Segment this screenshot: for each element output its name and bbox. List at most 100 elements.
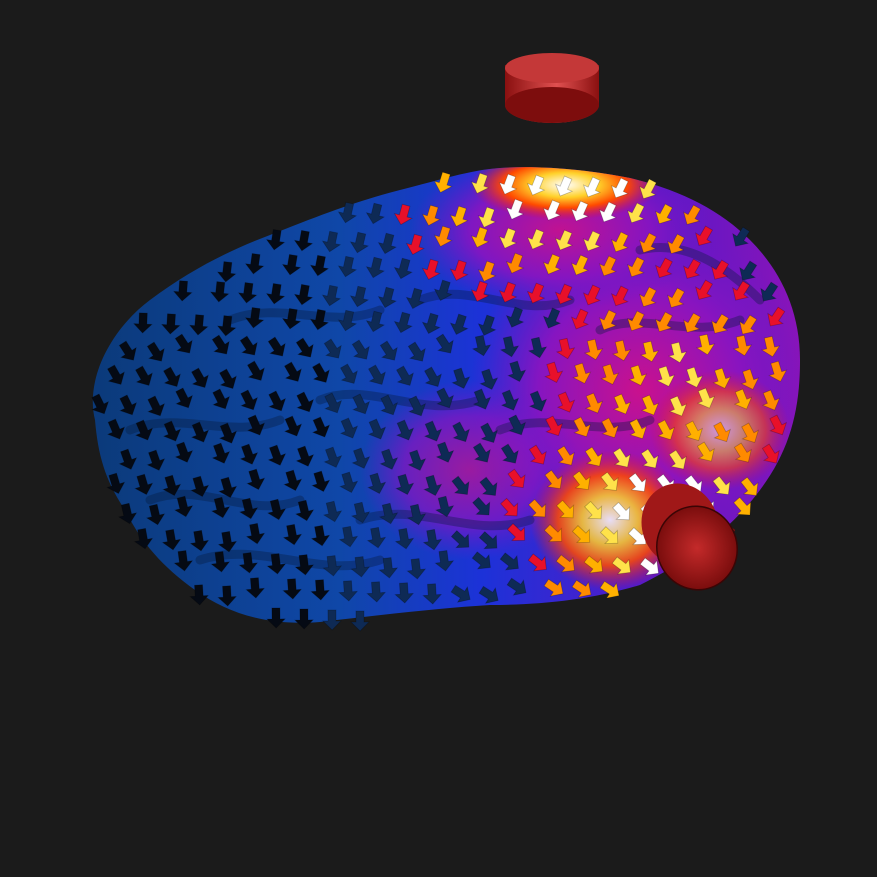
field-arrow (281, 307, 302, 330)
field-arrow (293, 229, 314, 252)
field-arrow (732, 226, 751, 247)
field-arrow (266, 607, 286, 629)
field-arrow (172, 280, 193, 302)
field-arrow (601, 417, 620, 439)
field-arrow (311, 362, 330, 383)
field-arrow (638, 178, 657, 200)
field-arrow (477, 260, 497, 282)
field-arrow (740, 476, 759, 496)
field-arrow (407, 449, 427, 471)
field-arrow (732, 280, 751, 301)
field-arrow (265, 283, 286, 305)
field-arrow (396, 365, 414, 386)
field-arrow (610, 231, 629, 253)
field-arrow (349, 285, 370, 308)
field-arrow (712, 367, 732, 389)
field-arrow (323, 338, 342, 359)
field-arrow (498, 173, 518, 195)
field-arrow (626, 202, 645, 224)
field-arrow (556, 391, 576, 413)
fold-line (315, 389, 485, 411)
field-arrow (309, 254, 330, 277)
field-arrow (311, 470, 331, 493)
field-arrow (349, 231, 370, 254)
field-arrow (366, 581, 387, 603)
field-arrow (599, 580, 620, 599)
field-arrow (640, 394, 660, 416)
field-arrow (554, 229, 574, 251)
field-arrow (570, 200, 590, 222)
field-arrow (478, 531, 498, 550)
field-arrow (760, 281, 779, 302)
field-arrow (668, 395, 688, 417)
field-arrow (424, 366, 442, 387)
field-arrow (367, 418, 387, 440)
field-arrow (216, 315, 237, 337)
field-arrow (294, 608, 314, 630)
field-arrow (478, 585, 499, 604)
field-arrow (498, 227, 518, 249)
field-arrow (218, 422, 238, 444)
field-arrow (507, 468, 526, 489)
field-arrow (293, 283, 314, 306)
field-arrow (543, 578, 564, 597)
field-arrow (500, 497, 519, 517)
field-arrow (500, 389, 520, 411)
field-arrow (544, 469, 563, 490)
field-arrow (499, 552, 519, 571)
field-arrow (480, 422, 499, 444)
field-arrow (188, 314, 209, 336)
field-arrow (106, 472, 126, 495)
field-arrow (638, 286, 657, 308)
field-arrow (134, 473, 154, 496)
field-arrow (527, 553, 547, 572)
field-arrow (611, 556, 631, 575)
fold-line (145, 489, 305, 511)
field-arrow (628, 364, 648, 386)
field-arrow (761, 389, 781, 411)
field-arrow (598, 255, 617, 277)
field-arrow (174, 333, 193, 354)
field-arrow (408, 395, 427, 417)
field-arrow (406, 503, 427, 526)
field-arrow (667, 233, 685, 255)
field-arrow (310, 579, 331, 601)
field-arrow (434, 495, 455, 518)
field-arrow (528, 498, 547, 518)
field-arrow (472, 388, 492, 410)
field-arrow (217, 585, 238, 607)
field-arrow (451, 475, 470, 495)
field-arrow (508, 414, 527, 436)
top-electrode (505, 53, 599, 123)
field-arrow (583, 338, 604, 361)
field-arrow (505, 198, 525, 220)
field-arrow (295, 445, 315, 467)
field-arrow (640, 448, 659, 469)
field-arrow (471, 334, 492, 357)
field-arrow (244, 307, 265, 329)
field-arrow (238, 497, 259, 520)
field-arrow (451, 367, 471, 389)
field-arrow (505, 306, 525, 328)
field-arrow (91, 393, 110, 415)
field-arrow (506, 577, 527, 596)
field-arrow (145, 503, 166, 526)
field-arrow (295, 337, 314, 358)
field-arrow (477, 314, 497, 336)
field-arrow (218, 476, 238, 499)
field-arrow (571, 579, 592, 598)
field-arrow (338, 525, 359, 548)
field-arrow (629, 418, 648, 440)
field-arrow (162, 474, 182, 497)
field-arrow (628, 472, 647, 492)
field-arrow (406, 558, 427, 580)
field-arrow (685, 420, 704, 442)
field-arrow (711, 259, 730, 280)
field-arrow (265, 229, 286, 251)
field-arrow (741, 422, 760, 444)
field-arrow (245, 577, 266, 599)
field-arrow (769, 414, 788, 436)
field-arrow (657, 419, 676, 441)
field-arrow (733, 388, 753, 410)
